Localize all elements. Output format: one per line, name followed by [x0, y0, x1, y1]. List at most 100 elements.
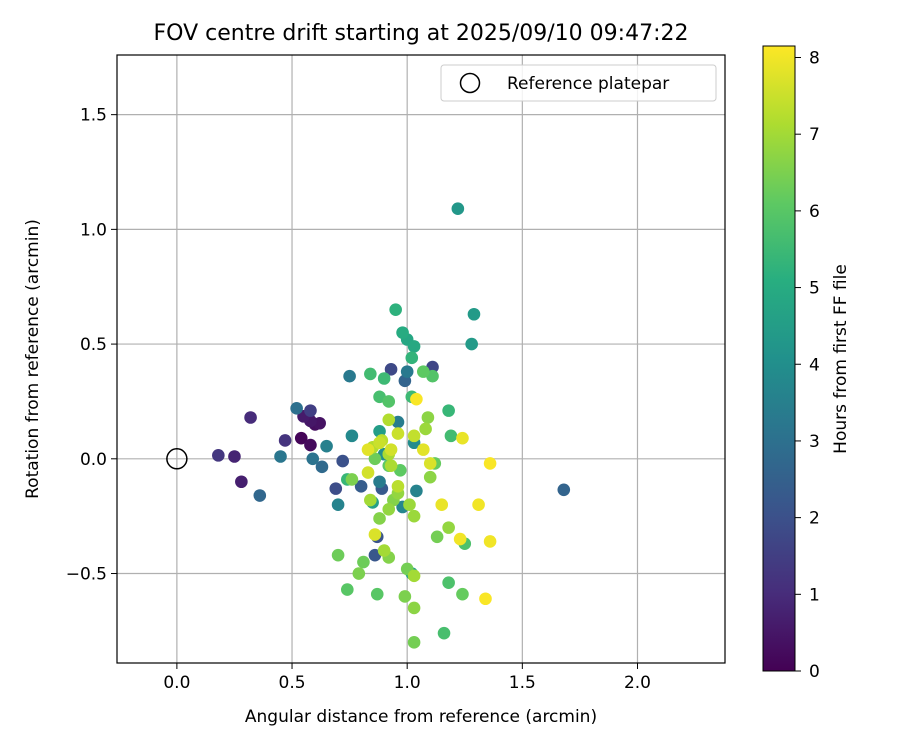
data-point — [306, 452, 320, 466]
data-point — [244, 411, 257, 424]
data-point — [377, 372, 391, 385]
y-axis-label: Rotation from reference (arcmin) — [23, 219, 43, 499]
colorbar: 0 1 2 3 4 5 6 7 8 Hours from first FF file — [762, 45, 851, 682]
data-point — [352, 567, 366, 580]
reference-platepar-marker — [166, 448, 188, 470]
data-point — [384, 459, 398, 472]
data-point — [228, 450, 241, 463]
data-point — [331, 498, 345, 511]
data-point — [483, 535, 497, 548]
data-point — [557, 483, 571, 497]
data-point — [483, 457, 497, 470]
data-point — [407, 509, 421, 523]
data-point — [410, 392, 423, 406]
data-point — [398, 590, 412, 603]
data-point — [373, 512, 386, 525]
data-point — [472, 498, 485, 511]
colorbar-label: Hours from first FF file — [831, 264, 851, 454]
data-point — [435, 498, 449, 511]
data-point — [467, 307, 481, 321]
data-point — [290, 402, 303, 415]
colorbar-gradient — [762, 45, 796, 672]
colorbar-tick-label: 2 — [809, 509, 820, 529]
data-point — [304, 438, 317, 452]
reference-marker-layer — [166, 448, 188, 470]
data-point — [391, 480, 405, 493]
data-point — [341, 583, 354, 596]
data-point — [389, 303, 402, 316]
data-point — [451, 202, 465, 216]
data-point — [391, 427, 405, 440]
legend: Reference platepar — [440, 64, 717, 102]
data-point — [407, 429, 421, 443]
data-point — [382, 413, 396, 427]
data-point — [345, 429, 359, 443]
data-point — [396, 326, 409, 339]
data-point — [444, 429, 458, 443]
colorbar-tick-label: 3 — [809, 432, 820, 452]
colorbar-tick-label: 0 — [809, 662, 820, 682]
x-tick-label: 1.0 — [394, 673, 421, 693]
data-point — [329, 482, 343, 495]
y-tick-label: 1.5 — [80, 106, 107, 126]
grid-lines — [117, 55, 725, 663]
colorbar-tick-label: 8 — [809, 49, 820, 69]
data-point — [370, 587, 384, 601]
plot-frame — [116, 54, 726, 664]
data-point — [373, 436, 386, 450]
y-tick-label: 0.0 — [80, 450, 107, 470]
x-tick-label: 2.0 — [624, 673, 651, 693]
data-point — [382, 395, 396, 408]
legend-box — [440, 64, 717, 102]
x-tick-label: 0.0 — [163, 673, 190, 693]
data-point — [417, 443, 430, 456]
data-point — [294, 431, 308, 445]
x-tick-label: 0.5 — [279, 673, 306, 693]
data-point — [368, 452, 382, 466]
data-point — [456, 587, 469, 601]
data-point — [368, 528, 382, 541]
data-point — [345, 473, 359, 486]
data-point — [410, 484, 423, 498]
data-point — [407, 340, 421, 353]
data-point — [357, 555, 370, 569]
data-point — [417, 365, 430, 378]
data-point — [453, 532, 467, 546]
data-point — [407, 601, 421, 615]
data-point — [456, 431, 469, 445]
data-point — [407, 569, 421, 583]
colorbar-tick-label: 6 — [809, 202, 820, 222]
chart-title: FOV centre drift starting at 2025/09/10 … — [154, 21, 689, 46]
x-axis-label: Angular distance from reference (arcmin) — [245, 707, 597, 727]
data-point — [361, 443, 375, 456]
data-point — [442, 521, 455, 534]
data-points — [212, 202, 571, 649]
data-point — [235, 475, 248, 489]
data-point — [336, 454, 349, 468]
data-point — [364, 367, 377, 381]
data-point — [442, 404, 455, 417]
data-point — [354, 480, 368, 493]
data-point — [361, 466, 375, 479]
data-point — [253, 489, 267, 502]
data-point — [442, 576, 455, 589]
data-point — [437, 626, 451, 640]
y-tick-label: 0.5 — [80, 335, 107, 355]
data-point — [400, 365, 414, 378]
data-point — [419, 422, 432, 436]
colorbar-tick-label: 7 — [809, 125, 820, 145]
data-point — [377, 544, 391, 557]
legend-label: Reference platepar — [507, 74, 669, 94]
x-axis-ticks: 0.0 0.5 1.0 1.5 2.0 — [163, 663, 651, 693]
data-point — [364, 493, 377, 507]
y-tick-label: −0.5 — [66, 565, 107, 585]
data-point — [278, 434, 292, 447]
colorbar-tick-label: 5 — [809, 279, 820, 299]
legend-reference-marker — [459, 72, 481, 94]
data-point — [430, 530, 444, 544]
data-point — [421, 411, 435, 424]
data-point — [423, 457, 437, 470]
data-point — [320, 439, 333, 453]
data-point — [403, 498, 416, 511]
colorbar-ticks: 0 1 2 3 4 5 6 7 8 — [795, 49, 820, 682]
